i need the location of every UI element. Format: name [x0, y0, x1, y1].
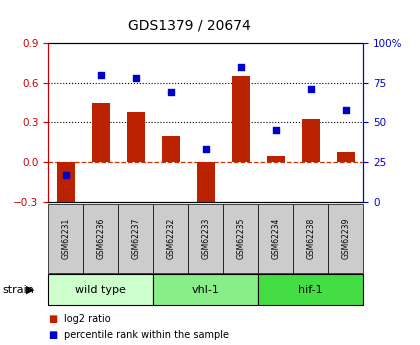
- Bar: [337, 151, 354, 162]
- Bar: [197, 162, 215, 205]
- Text: ▶: ▶: [26, 285, 35, 295]
- Text: GSM62233: GSM62233: [201, 217, 210, 259]
- Point: [132, 75, 139, 81]
- Text: GSM62234: GSM62234: [271, 217, 280, 259]
- Text: GSM62236: GSM62236: [96, 217, 105, 259]
- Bar: [127, 112, 144, 162]
- Text: log2 ratio: log2 ratio: [64, 314, 111, 324]
- Point: [202, 147, 209, 152]
- Point: [63, 172, 69, 178]
- Point: [273, 128, 279, 133]
- Bar: [92, 103, 110, 162]
- Point: [237, 64, 244, 70]
- Text: GSM62238: GSM62238: [306, 217, 315, 259]
- Text: GSM62235: GSM62235: [236, 217, 245, 259]
- Text: GSM62231: GSM62231: [61, 217, 70, 259]
- Text: hif-1: hif-1: [299, 285, 323, 295]
- Bar: [162, 136, 180, 162]
- Text: percentile rank within the sample: percentile rank within the sample: [64, 330, 229, 339]
- Text: ■: ■: [48, 330, 58, 339]
- Text: GDS1379 / 20674: GDS1379 / 20674: [128, 19, 250, 33]
- Text: GSM62232: GSM62232: [166, 217, 175, 259]
- Text: GSM62239: GSM62239: [341, 217, 350, 259]
- Point: [307, 86, 314, 92]
- Text: vhl-1: vhl-1: [192, 285, 220, 295]
- Text: GSM62237: GSM62237: [131, 217, 140, 259]
- Text: strain: strain: [2, 285, 34, 295]
- Bar: [302, 119, 320, 162]
- Bar: [267, 156, 285, 162]
- Point: [97, 72, 104, 78]
- Text: ■: ■: [48, 314, 58, 324]
- Bar: [232, 76, 249, 162]
- Point: [342, 107, 349, 112]
- Bar: [57, 162, 75, 203]
- Point: [168, 90, 174, 95]
- Text: wild type: wild type: [75, 285, 126, 295]
